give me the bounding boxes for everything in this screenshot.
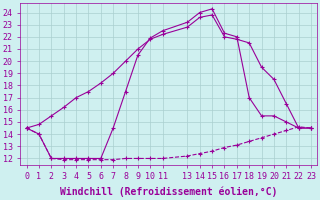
X-axis label: Windchill (Refroidissement éolien,°C): Windchill (Refroidissement éolien,°C) bbox=[60, 187, 277, 197]
